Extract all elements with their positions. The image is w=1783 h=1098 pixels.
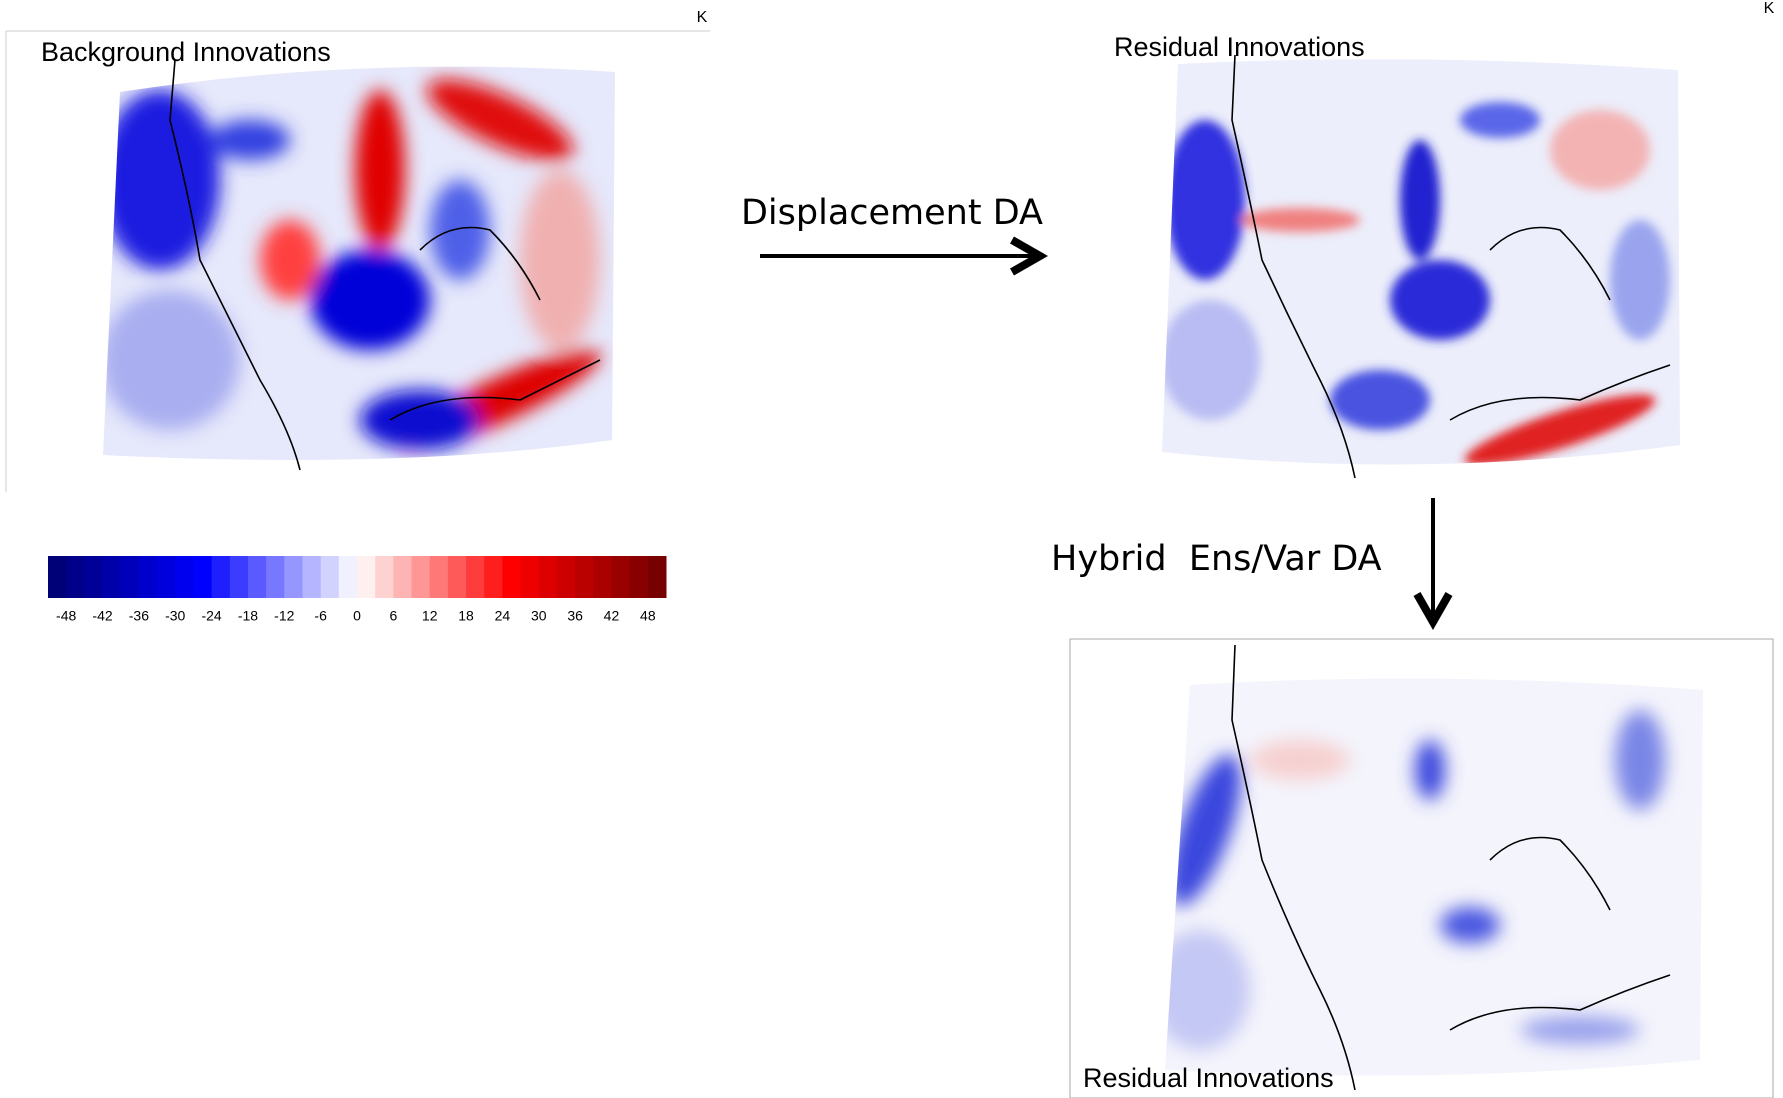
colorbar-segment: [157, 556, 176, 598]
colorbar-segment: [339, 556, 358, 598]
colorbar-tick-label: -18: [238, 608, 258, 624]
colorbar-segment: [484, 556, 503, 598]
map-panel: [1070, 639, 1773, 1098]
colorbar-segment: [630, 556, 649, 598]
colorbar: -48 -42 -36 -30 -24 -18 -12 -6 0 6 12 18 24 30 36 42 48: [48, 556, 667, 624]
colorbar-segment: [321, 556, 340, 598]
colorbar-segment: [393, 556, 412, 598]
colorbar-tick-label: 24: [495, 608, 511, 624]
colorbar-segment: [139, 556, 158, 598]
colorbar-segment: [466, 556, 485, 598]
colorbar-tick-label: -12: [274, 608, 294, 624]
step-label: Hybrid Ens/Var DA: [1051, 539, 1382, 579]
colorbar-segment: [212, 556, 231, 598]
colorbar-tick-label: 18: [458, 608, 474, 624]
colorbar-segment: [611, 556, 630, 598]
colorbar-segment: [48, 556, 67, 598]
colorbar-segment: [357, 556, 376, 598]
step-label: Displacement DA: [741, 193, 1043, 233]
map-panel: [6, 31, 710, 492]
colorbar-segment: [430, 556, 449, 598]
map-panel: [1160, 45, 1685, 485]
colorbar-segment: [230, 556, 249, 598]
colorbar-segment: [412, 556, 431, 598]
colorbar-tick-label: 36: [567, 608, 583, 624]
colorbar-segment: [266, 556, 285, 598]
colorbar-tick-label: 12: [422, 608, 438, 624]
slide: Background Innovations K Residual Innova…: [0, 0, 1783, 1098]
colorbar-segment: [502, 556, 521, 598]
panel-title: Residual Innovations: [1083, 1063, 1334, 1093]
panel-title: Background Innovations: [41, 37, 331, 67]
colorbar-segment: [557, 556, 576, 598]
colorbar-tick-label: -30: [165, 608, 185, 624]
colorbar-tick-label: 0: [353, 608, 361, 624]
colorbar-segment: [193, 556, 212, 598]
colorbar-segment: [84, 556, 103, 598]
innovation-field: [1160, 45, 1685, 485]
panel-title: Residual Innovations: [1114, 32, 1365, 62]
colorbar-tick-label: 42: [604, 608, 620, 624]
unit-label: K: [697, 9, 708, 26]
colorbar-segment: [648, 556, 667, 598]
innovation-field: [100, 50, 620, 470]
colorbar-tick-label: -48: [56, 608, 76, 624]
colorbar-segment: [248, 556, 267, 598]
colorbar-segment: [121, 556, 140, 598]
colorbar-tick-label: -6: [314, 608, 327, 624]
colorbar-segment: [575, 556, 594, 598]
colorbar-tick-label: 48: [640, 608, 656, 624]
colorbar-segment: [66, 556, 85, 598]
colorbar-segment: [284, 556, 303, 598]
colorbar-tick-label: -36: [129, 608, 149, 624]
colorbar-tick-label: -42: [92, 608, 112, 624]
colorbar-segment: [375, 556, 394, 598]
colorbar-segment: [593, 556, 612, 598]
colorbar-tick-label: 6: [389, 608, 397, 624]
colorbar-segment: [175, 556, 194, 598]
colorbar-segment: [103, 556, 122, 598]
colorbar-tick-label: 30: [531, 608, 547, 624]
colorbar-tick-label: -24: [201, 608, 221, 624]
unit-label: K: [1764, 0, 1775, 17]
colorbar-segment: [521, 556, 540, 598]
colorbar-segment: [539, 556, 558, 598]
colorbar-segment: [448, 556, 467, 598]
colorbar-segment: [302, 556, 321, 598]
